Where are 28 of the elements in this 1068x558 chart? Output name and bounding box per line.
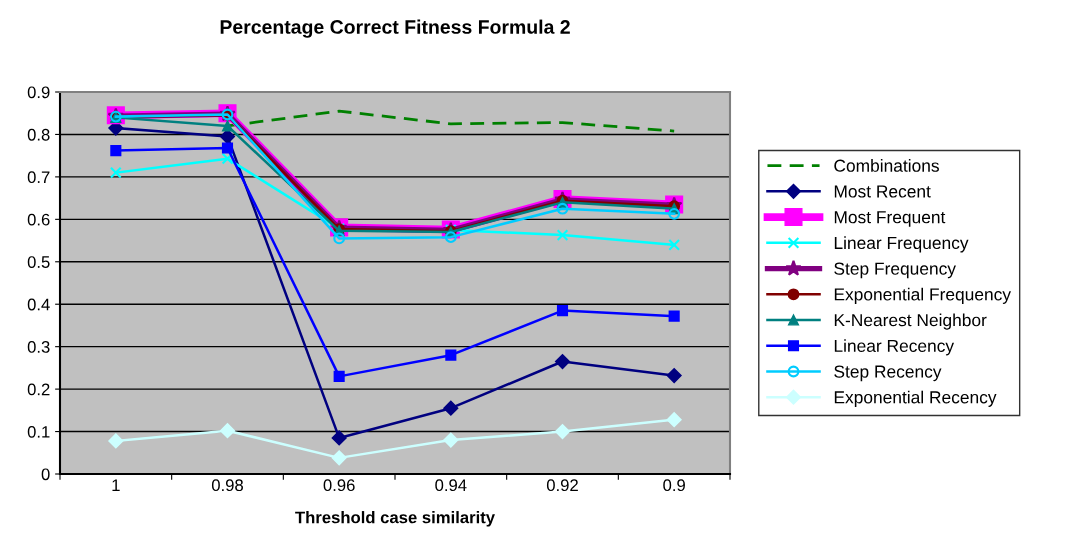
x-tick-label: 0.96: [323, 479, 355, 492]
y-tick-label: 0.7: [27, 171, 50, 184]
y-tick-label: 0: [41, 468, 50, 481]
x-tick-label: 1: [112, 479, 120, 491]
y-tick-label: 0.4: [27, 298, 50, 311]
x-tick-label: 0.9: [663, 479, 685, 492]
y-tick-label: 0.1: [27, 425, 50, 438]
y-tick-label: 0.6: [27, 213, 50, 226]
legend-label: Step Recency: [834, 365, 942, 382]
legend-label: Step Frequency: [834, 262, 956, 279]
legend-label: Exponential Frequency: [834, 287, 1011, 304]
legend-label: Linear Frequency: [834, 236, 969, 253]
legend-label: Most Recent: [834, 185, 931, 198]
legend-label: Exponential Recency: [834, 390, 997, 407]
legend-label: Combinations: [834, 159, 939, 172]
y-tick-label: 0.8: [27, 128, 50, 141]
legend-label: K-Nearest Neighbor: [834, 313, 987, 330]
legend-label: Most Frequent: [834, 211, 946, 227]
legend-label: Linear Recency: [834, 339, 955, 356]
y-tick-label: 0.5: [27, 256, 50, 268]
x-tick-label: 0.92: [546, 479, 578, 492]
y-tick-label: 0.3: [27, 341, 50, 353]
x-tick-label: 0.94: [435, 479, 467, 492]
x-axis-title: Threshold case similarity: [295, 511, 495, 527]
y-tick-label: 0.9: [27, 86, 50, 99]
x-tick-label: 0.98: [211, 479, 243, 492]
y-tick-label: 0.2: [27, 383, 50, 396]
chart-title: Percentage Correct Fitness Formula 2: [220, 19, 570, 38]
